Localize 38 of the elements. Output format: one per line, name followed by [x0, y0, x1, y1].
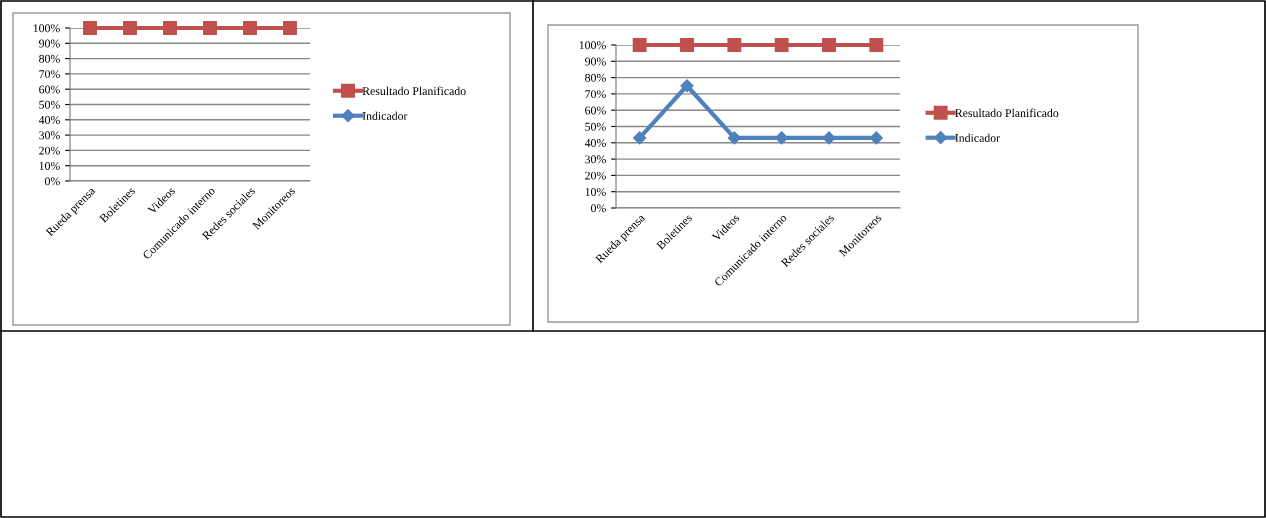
y-tick-label: 20% [585, 171, 606, 180]
point [774, 38, 789, 52]
y-tick-label: 70% [39, 70, 60, 79]
y-tick-label: 100% [33, 24, 60, 33]
point [822, 131, 836, 145]
legend-label: Resultado Planificado [362, 86, 466, 96]
y-tick-label: 60% [585, 106, 606, 115]
point [680, 38, 694, 52]
y-tick-label: 40% [38, 116, 60, 125]
y-tick-label: 10% [39, 161, 60, 170]
point [680, 79, 694, 93]
point [775, 131, 789, 145]
y-tick-label: 100% [579, 41, 606, 50]
y-tick-label: 90% [585, 57, 606, 66]
legend-label: Indicador [362, 111, 408, 120]
y-tick-label: 0% [44, 177, 60, 186]
legend-label: Resultado Planificado [955, 108, 1059, 118]
y-tick-label: 30% [39, 131, 60, 140]
y-tick-label: 70% [585, 90, 606, 99]
y-tick-label: 50% [39, 100, 60, 109]
y-tick-label: 40% [584, 139, 606, 148]
point [822, 38, 836, 52]
y-tick-label: 80% [585, 73, 606, 82]
point [633, 131, 647, 145]
point [869, 131, 883, 145]
y-tick-label: 30% [585, 155, 606, 164]
y-tick-label: 90% [39, 39, 60, 48]
point [727, 38, 742, 52]
point [727, 131, 741, 145]
y-tick-label: 10% [585, 187, 606, 196]
point [632, 38, 647, 52]
legend-label: Indicador [955, 133, 1000, 142]
y-tick-label: 80% [39, 54, 60, 63]
y-tick-label: 20% [39, 146, 60, 155]
y-tick-label: 60% [39, 85, 60, 94]
point [869, 38, 884, 52]
y-tick-label: 0% [590, 204, 606, 213]
y-tick-label: 50% [585, 122, 606, 131]
